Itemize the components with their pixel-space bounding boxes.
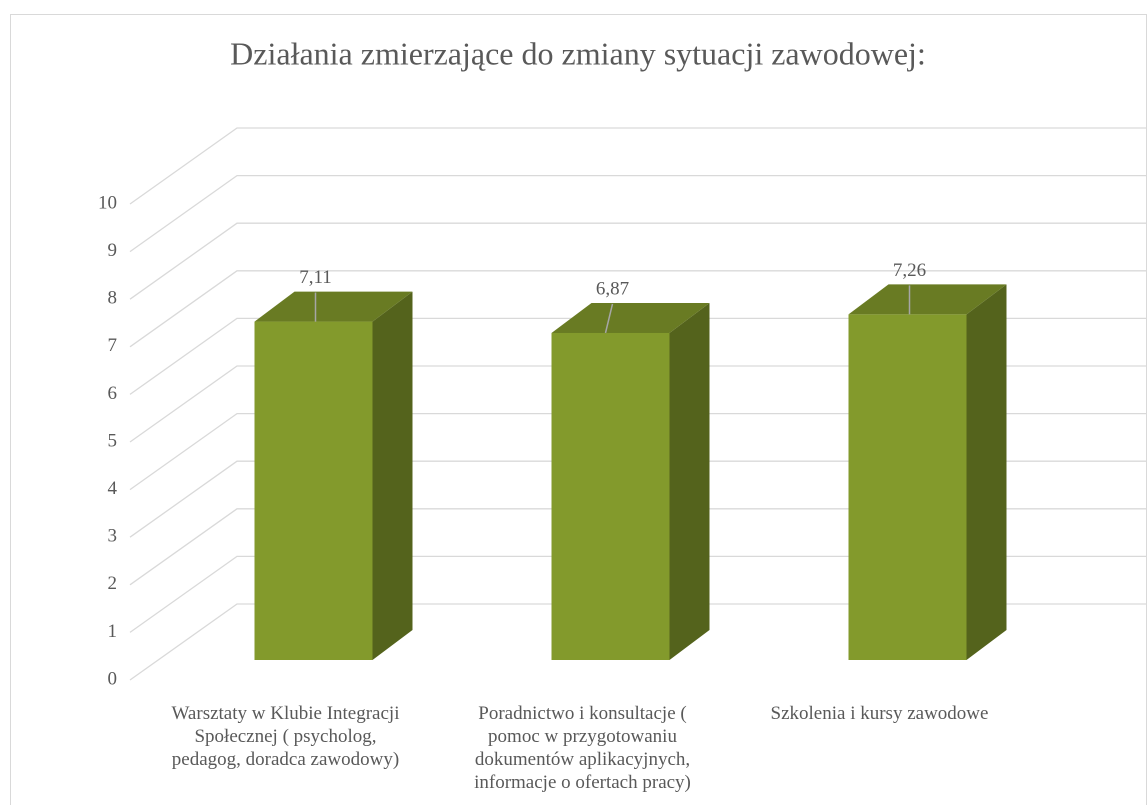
bar-side (669, 302, 710, 660)
bar-top (254, 291, 413, 322)
grid-line (129, 270, 1147, 348)
grid-line (129, 222, 1147, 300)
value-label: 7,26 (893, 260, 926, 281)
y-tick-label: 0 (108, 668, 118, 689)
y-tick-label: 3 (108, 526, 118, 547)
grid-line (129, 174, 1147, 253)
y-tick-label: 10 (98, 192, 117, 213)
grid-line (129, 508, 1147, 586)
bar (551, 332, 670, 660)
bar (848, 314, 967, 660)
x-tick-label: Szkolenia i kursy zawodowe (770, 703, 989, 724)
grid-line (129, 127, 1147, 205)
y-tick-label: 7 (108, 335, 118, 356)
bar-side (966, 284, 1007, 660)
y-tick-label: 4 (108, 478, 118, 499)
bar (254, 321, 373, 660)
y-tick-label: 1 (108, 621, 118, 642)
x-tick-label: Poradnictwo i konsultacje ( pomoc w przy… (474, 703, 691, 793)
y-tick-label: 5 (108, 430, 118, 451)
bar-side (372, 291, 413, 660)
x-tick-label: Warsztaty w Klubie Integracji Społecznej… (171, 703, 400, 770)
y-tick-label: 2 (108, 573, 118, 594)
bar-top (848, 284, 1007, 315)
value-label: 6,87 (596, 278, 629, 299)
grid-line (129, 365, 1147, 443)
grid-line (129, 412, 1147, 491)
y-tick-label: 6 (108, 383, 118, 404)
grid-line (129, 317, 1147, 395)
grid-line (129, 460, 1147, 538)
y-tick-label: 9 (108, 240, 118, 261)
leader-line (604, 303, 614, 334)
y-tick-label: 8 (108, 288, 118, 309)
chart-title: Działania zmierzające do zmiany sytuacji… (230, 35, 926, 71)
bar-top (551, 302, 710, 333)
grid-line (129, 555, 1147, 633)
value-label: 7,11 (299, 267, 332, 288)
grid-line (129, 603, 1147, 681)
